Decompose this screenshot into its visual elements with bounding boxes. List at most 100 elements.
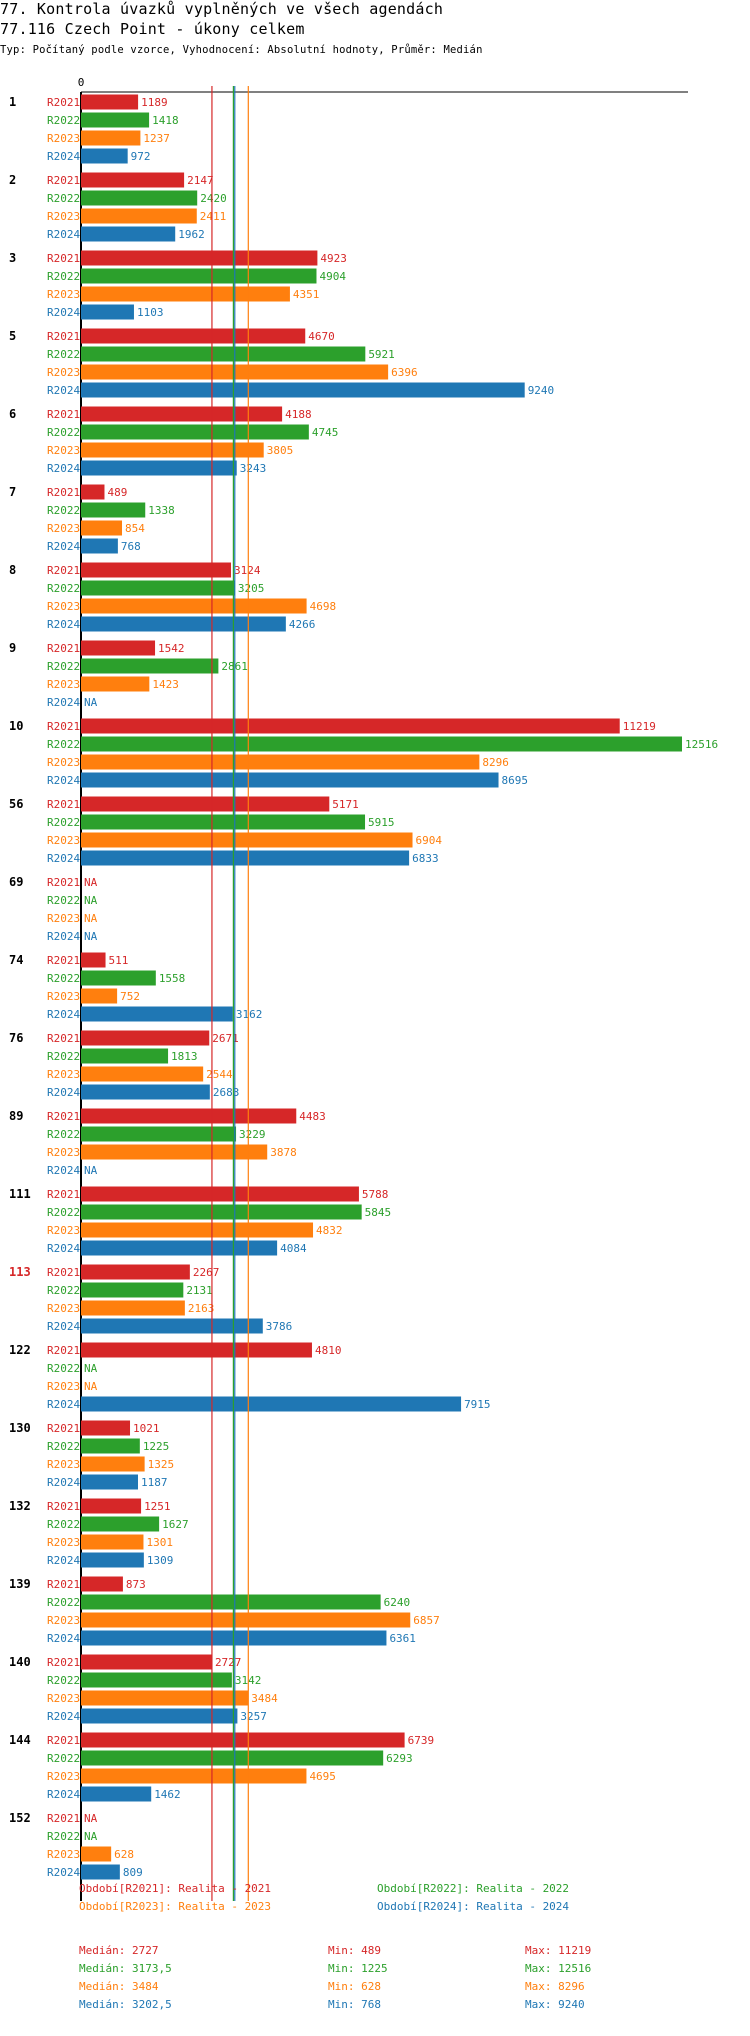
bar-value-label: 1187 xyxy=(141,1476,168,1489)
series-label: R2024 xyxy=(47,618,80,631)
series-label: R2024 xyxy=(47,1398,80,1411)
bar-value-label: 854 xyxy=(125,522,145,535)
bar-139-R2021 xyxy=(81,1576,123,1592)
bar-2-R2021 xyxy=(81,172,185,188)
series-label: R2024 xyxy=(47,1476,80,1489)
bar-56-R2021 xyxy=(81,796,330,812)
bar-113-R2023 xyxy=(81,1300,185,1316)
chart-subtitle: 77.116 Czech Point - úkony celkem xyxy=(0,20,305,38)
bar-value-label: 12516 xyxy=(685,738,718,751)
series-label: R2023 xyxy=(47,444,80,457)
series-label: R2024 xyxy=(47,696,80,709)
stat-median-R2023: Medián: 3484 xyxy=(79,1980,159,1993)
bar-value-label: 6293 xyxy=(386,1752,413,1765)
bar-value-label: 752 xyxy=(120,990,140,1003)
group-label-10: 10 xyxy=(9,719,23,733)
na-label: NA xyxy=(84,1380,98,1393)
series-label: R2021 xyxy=(47,1344,80,1357)
bar-2-R2024 xyxy=(81,226,176,242)
group-label-89: 89 xyxy=(9,1109,23,1123)
bar-value-label: 1325 xyxy=(148,1458,175,1471)
bar-139-R2022 xyxy=(81,1594,381,1610)
bar-6-R2023 xyxy=(81,442,264,458)
stat-max-R2024: Max: 9240 xyxy=(525,1998,585,2011)
bar-3-R2021 xyxy=(81,250,318,266)
bar-8-R2021 xyxy=(81,562,232,578)
bar-111-R2021 xyxy=(81,1186,359,1202)
bar-value-label: 1301 xyxy=(146,1536,173,1549)
bar-56-R2024 xyxy=(81,850,410,866)
bar-value-label: 1021 xyxy=(133,1422,160,1435)
series-label: R2021 xyxy=(47,642,80,655)
series-label: R2021 xyxy=(47,408,80,421)
bar-value-label: 8695 xyxy=(502,774,529,787)
bar-value-label: 1627 xyxy=(162,1518,189,1531)
series-label: R2023 xyxy=(47,366,80,379)
series-label: R2024 xyxy=(47,1320,80,1333)
bar-value-label: 2147 xyxy=(187,174,214,187)
bar-76-R2023 xyxy=(81,1066,204,1082)
series-label: R2022 xyxy=(47,660,80,673)
bar-8-R2022 xyxy=(81,580,235,596)
bar-144-R2024 xyxy=(81,1786,152,1802)
series-label: R2021 xyxy=(47,1656,80,1669)
bar-111-R2022 xyxy=(81,1204,362,1220)
bar-value-label: 1225 xyxy=(143,1440,170,1453)
bar-value-label: 3205 xyxy=(238,582,265,595)
series-label: R2021 xyxy=(47,564,80,577)
series-label: R2023 xyxy=(47,1068,80,1081)
bar-value-label: 3243 xyxy=(240,462,267,475)
bar-140-R2022 xyxy=(81,1672,232,1688)
bar-7-R2022 xyxy=(81,502,146,518)
series-label: R2024 xyxy=(47,462,80,475)
series-label: R2022 xyxy=(47,270,80,283)
series-label: R2021 xyxy=(47,1734,80,1747)
bar-value-label: 3878 xyxy=(270,1146,297,1159)
na-label: NA xyxy=(84,930,98,943)
group-label-6: 6 xyxy=(9,407,16,421)
bar-value-label: 2411 xyxy=(200,210,227,223)
series-label: R2023 xyxy=(47,288,80,301)
series-label: R2024 xyxy=(47,1710,80,1723)
bar-value-label: 489 xyxy=(107,486,127,499)
bar-10-R2022 xyxy=(81,736,682,752)
bar-130-R2021 xyxy=(81,1420,131,1436)
bar-value-label: 4670 xyxy=(308,330,335,343)
bar-132-R2023 xyxy=(81,1534,144,1550)
series-label: R2021 xyxy=(47,174,80,187)
bar-152-R2023 xyxy=(81,1846,112,1862)
bar-9-R2021 xyxy=(81,640,156,656)
bar-value-label: 3162 xyxy=(236,1008,262,1021)
series-label: R2022 xyxy=(47,972,80,985)
series-label: R2023 xyxy=(47,132,80,145)
stat-median-R2024: Medián: 3202,5 xyxy=(79,1998,172,2011)
bar-value-label: 7915 xyxy=(464,1398,491,1411)
bar-value-label: 9240 xyxy=(528,384,555,397)
series-label: R2021 xyxy=(47,1110,80,1123)
bar-value-label: 1558 xyxy=(159,972,186,985)
na-label: NA xyxy=(84,1830,98,1843)
bar-144-R2023 xyxy=(81,1768,307,1784)
series-label: R2024 xyxy=(47,150,80,163)
bar-value-label: 4084 xyxy=(280,1242,307,1255)
bar-value-label: 6240 xyxy=(384,1596,411,1609)
series-label: R2022 xyxy=(47,582,80,595)
stat-max-R2023: Max: 8296 xyxy=(525,1980,585,1993)
na-label: NA xyxy=(84,1812,98,1825)
bar-value-label: 3257 xyxy=(240,1710,266,1723)
bar-value-label: 11219 xyxy=(623,720,656,733)
bar-value-label: 3805 xyxy=(267,444,294,457)
bar-144-R2021 xyxy=(81,1732,405,1748)
bar-6-R2021 xyxy=(81,406,283,422)
group-label-56: 56 xyxy=(9,797,23,811)
bar-89-R2023 xyxy=(81,1144,268,1160)
series-label: R2021 xyxy=(47,1578,80,1591)
bar-76-R2022 xyxy=(81,1048,169,1064)
series-label: R2024 xyxy=(47,1086,80,1099)
bar-value-label: 6904 xyxy=(416,834,443,847)
bar-value-label: 2671 xyxy=(212,1032,239,1045)
series-label: R2022 xyxy=(47,504,80,517)
na-label: NA xyxy=(84,1362,98,1375)
bar-value-label: 3484 xyxy=(251,1692,278,1705)
series-label: R2022 xyxy=(47,1206,80,1219)
